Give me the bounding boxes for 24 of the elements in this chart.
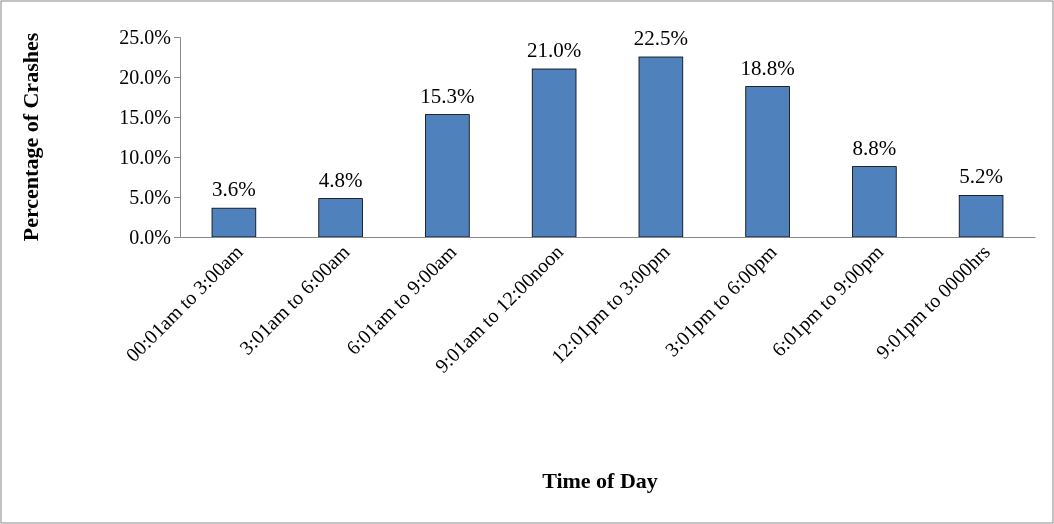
y-tick-label: 25.0% (119, 25, 171, 48)
y-tick-label: 20.0% (119, 65, 171, 88)
bar (745, 86, 790, 238)
data-label: 15.3% (420, 83, 475, 108)
bar (958, 195, 1004, 238)
y-tick-label: 5.0% (129, 185, 171, 208)
bar (638, 56, 684, 238)
bar (531, 68, 577, 238)
data-label: 18.8% (740, 55, 795, 80)
data-label: 4.8% (318, 167, 363, 192)
bar (425, 114, 470, 238)
y-tick-label: 10.0% (119, 145, 171, 168)
x-axis-title: Time of Day (542, 468, 658, 493)
data-label: 21.0% (527, 38, 582, 62)
data-label: 22.5% (633, 26, 688, 50)
data-label: 5.2% (959, 164, 1003, 189)
bar (211, 207, 257, 238)
y-tick-label: 0.0% (129, 225, 171, 248)
bar (318, 198, 363, 238)
data-label: 8.8% (852, 135, 897, 160)
data-label: 3.6% (212, 177, 256, 202)
y-tick-label: 15.0% (119, 105, 171, 128)
y-axis-title: Percentage of Crashes (18, 32, 43, 242)
bar (852, 166, 897, 238)
